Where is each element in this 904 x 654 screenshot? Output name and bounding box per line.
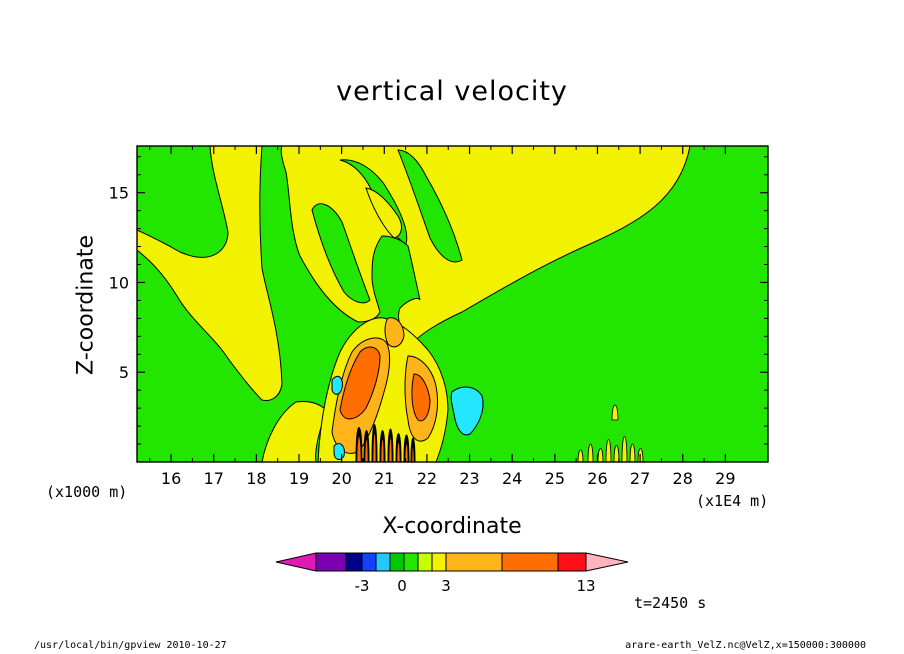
colorbar: -3 0 3 13	[275, 552, 629, 595]
colorbar-arrow-low	[275, 552, 317, 572]
x-tick-label: 16	[161, 469, 181, 488]
footer-left: /usr/local/bin/gpview 2010-10-27	[34, 640, 227, 651]
green-streak-3	[397, 149, 463, 263]
cell-interior-5	[388, 437, 393, 462]
x-tick-label: 21	[374, 469, 394, 488]
spike-1	[577, 449, 584, 462]
x-tick-label: 29	[715, 469, 735, 488]
spike-7	[629, 443, 636, 462]
x-tick-label: 18	[246, 469, 266, 488]
x-tick-label: 23	[459, 469, 479, 488]
time-annotation: t=2450 s	[634, 594, 707, 612]
yellow-streak-inner	[365, 187, 402, 239]
red-core-left	[339, 346, 381, 420]
colorbar-label: 3	[441, 577, 451, 595]
colorbar-segment	[445, 552, 503, 572]
colorbar-segment	[361, 552, 377, 572]
spike-2	[587, 443, 594, 462]
x-tick-label: 25	[545, 469, 565, 488]
yellow-region-left	[137, 146, 283, 401]
y-axis-unit: (x1000 m)	[46, 483, 128, 501]
cyan-downdraft-right	[450, 386, 484, 436]
yellow-region-lower-left	[261, 401, 327, 462]
cell-interior-8	[411, 446, 415, 462]
orange-core-upper	[384, 317, 405, 348]
cyan-downdraft-bottom	[333, 443, 345, 460]
colorbar-label: 13	[576, 577, 595, 595]
cell-interior-6	[396, 442, 401, 462]
x-axis-unit: (x1E4 m)	[696, 492, 769, 510]
contour-field	[137, 146, 768, 462]
colorbar-segment	[375, 552, 391, 572]
chart-title: vertical velocity	[336, 76, 568, 107]
x-tick-label: 24	[502, 469, 522, 488]
colorbar-segment	[417, 552, 433, 572]
axes: 16 17 18 19 20 21 22 23 24 25 26 27 28 29 5 10 15	[109, 145, 769, 488]
colorbar-segment	[501, 552, 559, 572]
plot-frame	[136, 145, 769, 463]
x-tick-label: 19	[289, 469, 309, 488]
spike-4	[605, 439, 612, 462]
cell-interior-3	[372, 433, 377, 462]
footer-right: arare-earth_VelZ.nc@VelZ,x=150000:300000	[625, 640, 866, 651]
colorbar-segment	[431, 552, 447, 572]
spike-isolated	[611, 404, 619, 421]
x-tick-label: 22	[417, 469, 437, 488]
y-tick-label: 10	[109, 273, 129, 292]
colorbar-label: -3	[355, 577, 370, 595]
colorbar-segment	[345, 552, 363, 572]
x-tick-label: 28	[673, 469, 693, 488]
x-tick-label: 27	[630, 469, 650, 488]
y-axis-label: Z-coordinate	[73, 235, 99, 375]
cyan-downdraft-left	[331, 375, 343, 395]
y-tick-label: 15	[109, 184, 129, 203]
x-axis-label: X-coordinate	[382, 514, 522, 539]
cell-interior-1	[356, 436, 362, 462]
x-tick-label: 17	[204, 469, 224, 488]
colorbar-segment	[557, 552, 587, 572]
y-tick-label: 5	[119, 363, 129, 382]
green-streak-2	[311, 203, 371, 304]
colorbar-arrow-high	[585, 552, 629, 572]
colorbar-segment	[389, 552, 405, 572]
spike-6	[621, 436, 628, 462]
cell-interior-4	[380, 439, 385, 462]
colorbar-segment	[403, 552, 419, 572]
x-tick-label: 20	[331, 469, 351, 488]
colorbar-segment	[315, 552, 347, 572]
colorbar-label: 0	[397, 577, 407, 595]
spike-3	[597, 448, 604, 462]
red-core-right	[411, 373, 431, 422]
spike-5	[613, 445, 620, 462]
x-tick-label: 26	[587, 469, 607, 488]
cell-interior-2	[364, 439, 369, 462]
